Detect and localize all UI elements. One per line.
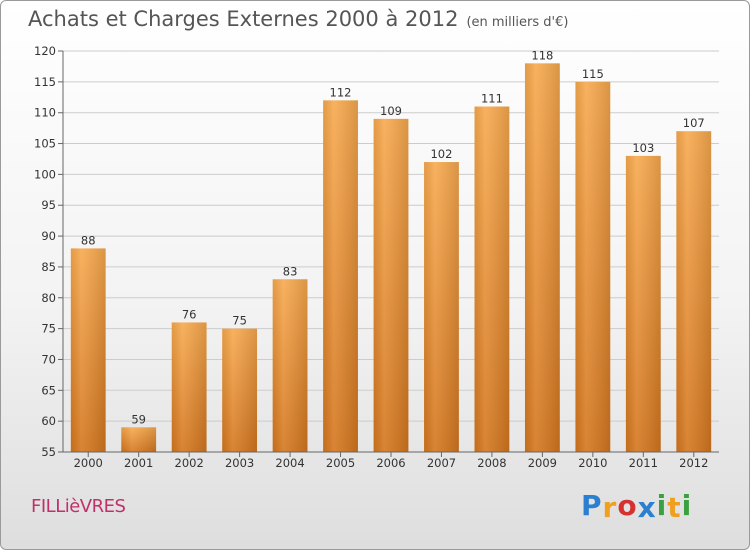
data-label: 102 [430,147,452,161]
bar-2005 [323,100,358,452]
data-label: 103 [632,141,654,155]
bar-shade [171,322,207,452]
bar-shade [70,248,106,452]
chart-subtitle: (en milliers d'€) [466,15,569,30]
data-labels: 88 59 76 75 83 112 109 102 111 118 115 103 107 [81,48,705,426]
x-tick-label: 2010 [578,456,607,470]
y-tick-label: 115 [34,75,56,89]
chart-title-text: Achats et Charges Externes 2000 à 2012 [28,7,459,31]
y-tick-label: 110 [34,106,56,120]
x-tick-label: 2006 [376,456,405,470]
x-tick-label: 2004 [275,456,304,470]
logo-letter: t [667,491,682,524]
x-tick-label: 2012 [679,456,708,470]
bar-2012 [676,131,712,452]
data-label: 115 [582,67,604,81]
bar-shade [373,118,409,452]
bar-2002 [171,322,207,452]
data-label: 112 [330,85,352,99]
bar-shade [676,131,712,452]
data-label: 118 [531,48,553,62]
y-tick-label: 75 [41,322,56,336]
commune-name: FILLièVRES [31,496,126,517]
bar-shade [575,81,611,452]
bars [70,63,712,453]
bar-2011 [625,155,661,452]
bar-2001 [121,427,157,452]
bar-2004 [272,279,308,452]
bar-2009 [524,63,560,452]
bar-shade [625,155,661,452]
x-tick-label: 2003 [225,456,254,470]
y-tick-label: 55 [41,445,56,459]
y-tick-label: 80 [41,291,56,305]
bar-shade [323,100,358,452]
data-label: 83 [283,264,298,278]
x-tick-label: 2005 [326,456,355,470]
y-tick-label: 105 [34,137,56,151]
bar-shade [424,162,459,453]
y-tick-label: 95 [41,198,56,212]
y-tick-label: 120 [34,44,56,58]
bar-shade [222,328,258,452]
x-tick-label: 2009 [528,456,557,470]
x-tick-label: 2007 [427,456,456,470]
data-label: 107 [683,116,705,130]
data-label: 76 [182,307,197,321]
bar-shade [524,63,560,452]
y-tick-label: 65 [41,383,56,397]
y-tick-label: 60 [41,414,56,428]
logo-letter: P [581,489,603,522]
logo-letter: o [617,489,638,522]
chart-title: Achats et Charges Externes 2000 à 2012 (e… [28,7,568,31]
y-tick-label: 90 [41,229,56,243]
axes: 55 60 65 70 75 80 85 90 95 100 105 110 115 120 2000 200… [34,44,719,470]
bar-shade [121,427,157,452]
logo-letter: x [637,491,657,524]
bar-2010 [575,81,611,452]
x-tick-label: 2011 [629,456,658,470]
y-tick-label: 70 [41,352,56,366]
data-label: 88 [81,233,96,247]
bar-2008 [474,106,510,453]
proxiti-logo: Proxiti [581,489,693,524]
logo-letter: r [602,491,618,524]
bar-shade [272,279,308,452]
y-tick-label: 85 [41,260,56,274]
bar-2006 [373,118,409,452]
bar-2000 [70,248,106,452]
data-label: 59 [131,412,146,426]
logo-letter: i [656,489,668,522]
data-label: 111 [481,92,503,106]
x-tick-label: 2008 [477,456,506,470]
bar-2007 [424,162,459,453]
data-label: 109 [380,104,402,118]
x-tick-label: 2000 [74,456,103,470]
bar-2003 [222,328,258,452]
bar-shade [474,106,510,453]
x-tick-label: 2002 [175,456,204,470]
x-tick-label: 2001 [124,456,153,470]
logo-letter: i [681,489,693,522]
y-tick-label: 100 [34,167,56,181]
data-label: 75 [232,314,247,328]
